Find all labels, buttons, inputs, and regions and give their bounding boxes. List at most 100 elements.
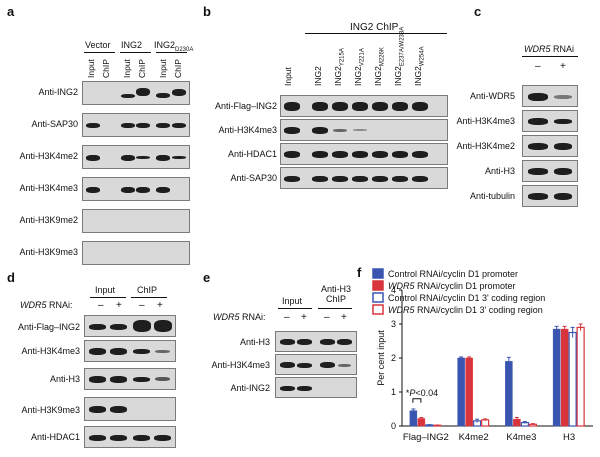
bar	[576, 326, 585, 427]
group-chip-label: ChIP	[137, 285, 158, 295]
blot-strip	[82, 145, 190, 169]
wdr5-rnai-row-label: WDR5 RNAi:	[213, 312, 266, 322]
blot-strip	[280, 119, 448, 141]
plus-label: +	[116, 300, 122, 311]
bar	[409, 410, 418, 427]
panel-e-label: e	[203, 270, 211, 285]
blot-row-label: Anti-H3K4me3	[21, 346, 80, 356]
minus-label: –	[535, 61, 541, 72]
blot-row-label: Anti-H3K9me2	[19, 215, 78, 225]
legend-entry: Control RNAi/cyclin D1 3' coding region	[388, 293, 545, 303]
bar	[560, 328, 569, 427]
blot-strip	[522, 85, 578, 107]
blot-strip	[522, 110, 578, 132]
y-tick-label: 1	[391, 387, 396, 397]
ing2-chip-bracket	[305, 33, 447, 34]
plus-label: +	[301, 312, 307, 323]
group-vector-label: Vector	[85, 40, 111, 50]
blot-row-label: Anti-SAP30	[31, 119, 78, 129]
blot-row-label: Anti-H3K4me3	[456, 116, 515, 126]
minus-label: –	[284, 312, 290, 323]
blot-row-label: Anti-H3K9me3	[19, 247, 78, 257]
x-tick-label: Flag–ING2	[403, 432, 449, 443]
blot-strip	[82, 177, 190, 201]
blot-strip	[275, 377, 357, 398]
legend-swatch	[372, 292, 384, 303]
legend-entry: WDR5 RNAi/cyclin D1 3' coding region	[388, 305, 543, 315]
blot-strip	[82, 113, 190, 137]
blot-strip	[275, 331, 357, 352]
blot-strip	[84, 340, 176, 362]
y-tick-label: 3	[391, 319, 396, 329]
group-ing2-label: ING2	[121, 40, 143, 50]
legend-swatch	[372, 268, 384, 279]
bar	[457, 357, 465, 427]
blot-row-label: Anti-H3K4me3	[218, 125, 277, 135]
significance-label: *P<0.04	[406, 388, 438, 398]
blot-strip	[82, 81, 190, 105]
blot-row-label: Anti-H3K4me3	[19, 183, 78, 193]
ing2-chip-header: ING2 ChIP	[350, 22, 399, 33]
group-ing2-bracket	[120, 52, 151, 53]
blot-strip	[280, 143, 448, 165]
bar	[568, 331, 577, 427]
blot-row-label: Anti-H3K9me3	[21, 405, 80, 415]
blot-row-label: Anti-H3K4me3	[211, 360, 270, 370]
group-chip-bracket	[131, 297, 167, 298]
group-input-bracket	[90, 297, 126, 298]
panel-c-label: c	[474, 4, 482, 19]
x-tick-label: K4me2	[459, 432, 489, 443]
blot-row-label: Anti-H3K4me2	[19, 151, 78, 161]
blot-strip	[82, 209, 190, 233]
bar	[552, 328, 561, 427]
bar	[417, 418, 426, 427]
bar	[505, 361, 513, 427]
blot-row-label: Anti-Flag–ING2	[214, 101, 277, 111]
blot-strip	[522, 135, 578, 157]
x-tick-label: H3	[563, 432, 575, 443]
blot-row-label: Anti-HDAC1	[30, 432, 80, 442]
blot-row-label: Anti-H3K4me2	[456, 141, 515, 151]
blot-strip	[84, 426, 176, 448]
blot-strip	[84, 315, 176, 337]
blot-row-label: Anti-tubulin	[469, 191, 515, 201]
y-tick-label: 0	[391, 421, 396, 431]
blot-row-label: Anti-WDR5	[469, 91, 515, 101]
legend-entry: WDR5 RNAi/cyclin D1 promoter	[388, 281, 516, 291]
wdr5-rnai-title: WDR5 RNAi	[524, 44, 575, 54]
blot-strip	[522, 160, 578, 182]
group-input-label: Input	[282, 296, 303, 306]
group-input-label: Input	[95, 285, 116, 295]
blot-row-label: Anti-ING2	[230, 383, 270, 393]
panel-b-label: b	[203, 4, 211, 19]
blot-strip	[82, 241, 190, 265]
blot-row-label: Anti-H3	[49, 374, 80, 384]
group-vector-bracket	[84, 52, 115, 53]
blot-row-label: Anti-ING2	[38, 87, 78, 97]
minus-label: –	[324, 312, 330, 323]
wdr5-rnai-row-label: WDR5 RNAi:	[20, 300, 73, 310]
panel-f-label: f	[357, 265, 362, 280]
blot-strip	[522, 185, 578, 207]
group-mutant-bracket	[156, 52, 187, 53]
x-tick-label: K4me3	[506, 432, 536, 443]
blot-row-label: Anti-H3	[484, 166, 515, 176]
blot-strip	[280, 167, 448, 189]
plus-label: +	[560, 61, 566, 72]
blot-strip	[84, 397, 176, 421]
group-input-bracket	[278, 308, 312, 309]
y-tick-label: 4	[391, 285, 396, 295]
panel-d-label: d	[7, 270, 15, 285]
wdr5-rnai-bracket	[522, 56, 578, 57]
group-chip-bracket	[318, 308, 352, 309]
bar	[465, 357, 473, 427]
minus-label: –	[139, 300, 145, 311]
legend-swatch	[372, 280, 384, 291]
minus-label: –	[98, 300, 104, 311]
y-tick-label: 2	[391, 353, 396, 363]
blot-row-label: Anti-SAP30	[230, 173, 277, 183]
significance-bracket	[412, 398, 422, 403]
blot-row-label: Anti-HDAC1	[227, 149, 277, 159]
legend-entry: Control RNAi/cyclin D1 promoter	[388, 269, 518, 279]
